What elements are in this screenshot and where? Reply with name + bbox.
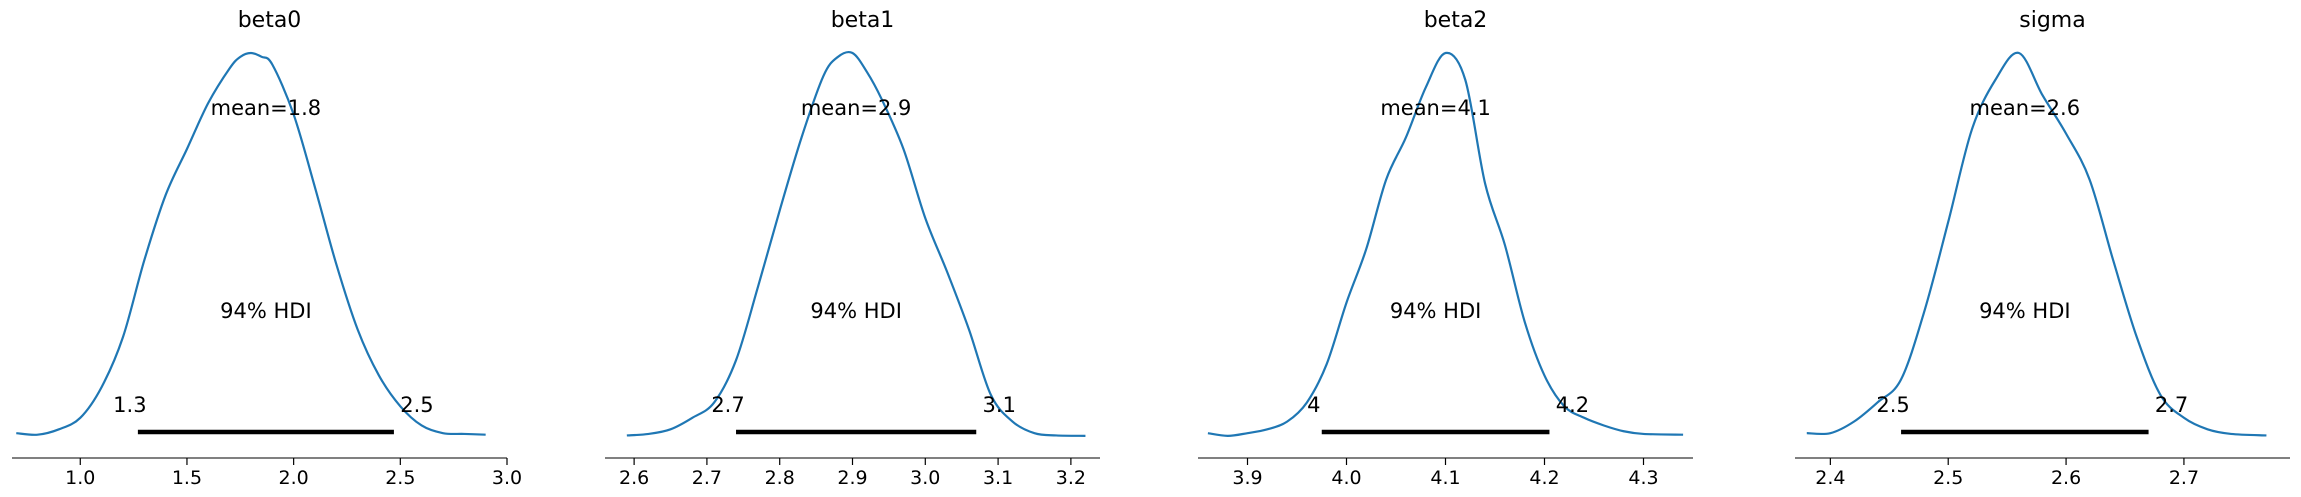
x-tick-label: 3.1 <box>983 467 1013 489</box>
hdi-lower-label: 1.3 <box>113 393 146 417</box>
posterior-panel-sigma: 2.4 2.5 2.6 2.7 2.5 2.7 sigma mean=2.6 94% HDI <box>1795 8 2290 489</box>
mean-label: mean=1.8 <box>211 96 322 120</box>
hdi-upper-label: 3.1 <box>983 393 1016 417</box>
x-tick-label: 2.5 <box>385 467 415 489</box>
x-tick-label: 4.2 <box>1529 467 1559 489</box>
density-curve <box>16 51 486 436</box>
x-tick-label: 2.5 <box>1933 467 1963 489</box>
x-tick-label: 2.6 <box>619 467 649 489</box>
x-tick-label: 2.6 <box>2051 467 2081 489</box>
x-tick-label: 1.5 <box>172 467 202 489</box>
density-curve <box>1207 51 1684 437</box>
posterior-panel-beta2: 3.9 4.0 4.1 4.2 4.3 4 4.2 beta2 mean=4.1 94% HDI <box>1198 8 1693 489</box>
x-tick-label: 2.7 <box>692 467 722 489</box>
panel-title: sigma <box>2019 8 2085 33</box>
x-tick-label: 2.8 <box>765 467 795 489</box>
mean-label: mean=4.1 <box>1380 96 1491 120</box>
mean-label: mean=2.6 <box>1970 96 2081 120</box>
x-tick-label: 4.1 <box>1430 467 1460 489</box>
hdi-upper-label: 4.2 <box>1556 393 1589 417</box>
hdi-lower-label: 2.5 <box>1876 393 1909 417</box>
hdi-label: 94% HDI <box>1390 299 1482 323</box>
density-curve <box>1806 51 2267 437</box>
x-tick-label: 4.0 <box>1331 467 1361 489</box>
x-tick-label: 2.7 <box>2169 467 2199 489</box>
panel-title: beta0 <box>238 8 302 33</box>
x-tick-label: 3.0 <box>492 467 522 489</box>
x-tick-label: 4.3 <box>1628 467 1658 489</box>
x-tick-label: 1.0 <box>65 467 95 489</box>
hdi-label: 94% HDI <box>1979 299 2071 323</box>
hdi-lower-label: 4 <box>1307 393 1320 417</box>
x-tick-label: 3.0 <box>910 467 940 489</box>
posterior-panel-beta0: 1.0 1.5 2.0 2.5 3.0 1.3 2.5 beta0 mean=1.8 94% HD… <box>12 8 522 489</box>
x-tick-label: 2.9 <box>837 467 867 489</box>
hdi-upper-label: 2.7 <box>2155 393 2188 417</box>
hdi-label: 94% HDI <box>810 299 902 323</box>
posterior-panel-beta1: 2.6 2.7 2.8 2.9 3.0 3.1 3.2 2.7 3.1 beta1 mean=2.9… <box>605 8 1100 489</box>
x-tick-label: 3.2 <box>1056 467 1086 489</box>
x-tick-label: 2.4 <box>1815 467 1845 489</box>
panel-title: beta2 <box>1424 8 1488 33</box>
density-curve <box>626 50 1086 437</box>
hdi-lower-label: 2.7 <box>711 393 744 417</box>
mean-label: mean=2.9 <box>801 96 912 120</box>
hdi-upper-label: 2.5 <box>400 393 433 417</box>
hdi-label: 94% HDI <box>220 299 312 323</box>
x-tick-label: 3.9 <box>1232 467 1262 489</box>
panel-title: beta1 <box>831 8 895 33</box>
x-tick-label: 2.0 <box>279 467 309 489</box>
